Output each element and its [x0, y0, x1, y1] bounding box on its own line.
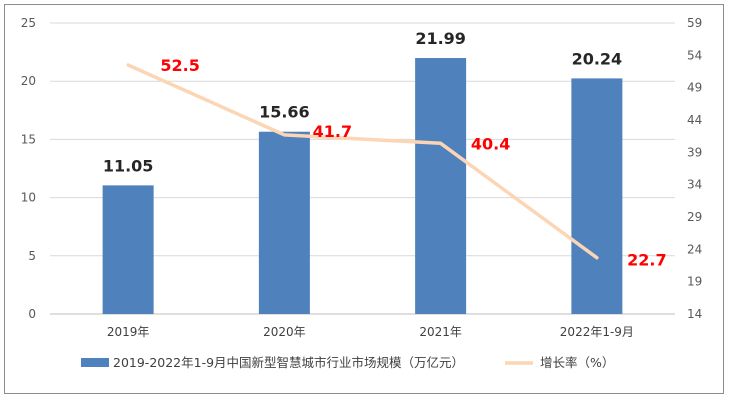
- growth-value-label: 40.4: [471, 134, 510, 153]
- right-tick-label: 59: [687, 16, 702, 30]
- bar-value-label: 15.66: [259, 103, 310, 122]
- right-tick-label: 54: [687, 48, 702, 62]
- left-axis: 0 5 10 15 20 25: [21, 16, 36, 321]
- x-axis: 2019年 2020年 2021年 2022年1-9月: [107, 325, 634, 339]
- bar-value-label: 20.24: [572, 49, 623, 68]
- legend: 2019-2022年1-9月中国新型智慧城市行业市场规模（万亿元） 增长率（%）: [81, 355, 614, 370]
- left-tick-label: 10: [21, 191, 36, 205]
- bar: [415, 58, 467, 314]
- right-axis: 14 19 24 29 34 39 44 49 54 59: [687, 16, 702, 321]
- x-tick-label: 2019年: [107, 325, 150, 339]
- chart-frame: 0 5 10 15 20 25 14 19 24 29 34 39 44 49 54 59 11.05 15.…: [4, 4, 724, 394]
- bar: [571, 78, 623, 314]
- legend-bar-label: 2019-2022年1-9月中国新型智慧城市行业市场规模（万亿元）: [113, 355, 464, 370]
- legend-line-label: 增长率（%）: [540, 355, 614, 370]
- chart: 0 5 10 15 20 25 14 19 24 29 34 39 44 49 54 59 11.05 15.…: [21, 16, 703, 370]
- bar: [258, 131, 310, 314]
- growth-value-label: 22.7: [627, 251, 666, 270]
- bar-value-label: 21.99: [415, 29, 466, 48]
- growth-line-path: [126, 63, 599, 260]
- bar: [102, 185, 154, 314]
- left-tick-label: 15: [21, 132, 36, 146]
- growth-value-label: 52.5: [160, 56, 199, 75]
- bars: [102, 58, 623, 314]
- right-tick-label: 34: [687, 178, 702, 192]
- growth-line: [126, 63, 599, 260]
- right-tick-label: 39: [687, 145, 702, 159]
- gridlines: [50, 22, 675, 315]
- left-tick-label: 5: [28, 249, 36, 263]
- left-tick-label: 20: [21, 74, 36, 88]
- growth-value-label: 41.7: [313, 122, 352, 141]
- right-tick-label: 44: [687, 113, 702, 127]
- x-tick-label: 2020年: [263, 325, 306, 339]
- right-tick-label: 14: [687, 307, 702, 321]
- right-tick-label: 19: [687, 275, 702, 289]
- legend-bar-swatch: [81, 358, 109, 367]
- right-tick-label: 49: [687, 81, 702, 95]
- bar-value-label: 11.05: [103, 156, 154, 175]
- line-labels: 52.5 41.7 40.4 22.7: [160, 56, 666, 270]
- bar-labels: 11.05 15.66 21.99 20.24: [103, 29, 622, 175]
- left-tick-label: 25: [21, 16, 36, 30]
- x-tick-label: 2022年1-9月: [560, 325, 634, 339]
- right-tick-label: 29: [687, 210, 702, 224]
- left-tick-label: 0: [28, 307, 36, 321]
- right-tick-label: 24: [687, 242, 702, 256]
- x-tick-label: 2021年: [419, 325, 462, 339]
